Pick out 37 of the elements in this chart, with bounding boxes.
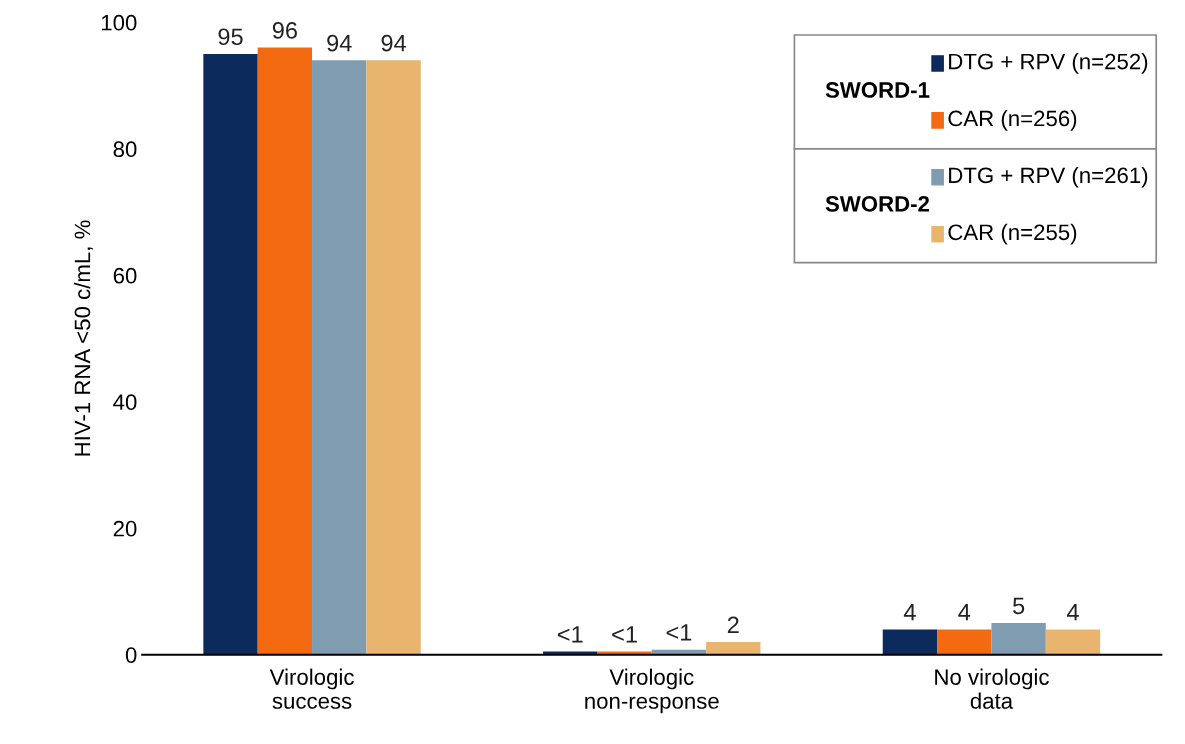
bar xyxy=(203,53,258,655)
bar xyxy=(937,629,992,655)
data-label: 94 xyxy=(381,34,407,52)
annotation: SWORD-2 xyxy=(825,195,930,212)
annotation: SWORD-1 xyxy=(825,82,930,98)
data-label: 4 xyxy=(958,604,971,621)
legend-label: CAR (n=256) xyxy=(948,109,1077,131)
legend-label: DTG + RPV (n=252) xyxy=(949,53,1148,74)
bar xyxy=(312,60,367,655)
data-label: 5 xyxy=(1013,597,1025,615)
bar xyxy=(882,629,938,655)
data-label: 94 xyxy=(327,34,352,52)
data-label: 4 xyxy=(1066,604,1079,621)
x-tick-label: Virologic non-response xyxy=(585,668,719,714)
data-label: 96 xyxy=(272,22,297,39)
y-tick-label: 100 xyxy=(101,14,137,31)
bar xyxy=(257,47,313,655)
data-label: 4 xyxy=(903,604,916,621)
data-label: <1 xyxy=(666,624,692,641)
bar xyxy=(366,60,421,655)
data-label: <1 xyxy=(612,626,637,643)
y-tick-label: 20 xyxy=(113,520,137,537)
y-axis-title: HIV-1 RNA <50 c/mL, % xyxy=(74,220,93,456)
bar xyxy=(706,642,761,655)
y-tick-label: 60 xyxy=(113,267,137,284)
legend-label: DTG + RPV (n=261) xyxy=(949,166,1148,188)
bar xyxy=(991,623,1046,655)
data-label: 95 xyxy=(218,28,243,46)
y-tick-label: 40 xyxy=(113,394,137,411)
legend-label: CAR (n=255) xyxy=(948,223,1077,245)
x-tick-label: No virologic data xyxy=(935,668,1049,709)
bar xyxy=(1045,629,1101,655)
y-tick-label: 80 xyxy=(113,141,137,158)
y-tick-label: 0 xyxy=(125,647,137,663)
x-tick-label: Virologic success xyxy=(269,668,354,709)
data-label: 2 xyxy=(727,616,739,634)
data-label: <1 xyxy=(557,626,583,643)
